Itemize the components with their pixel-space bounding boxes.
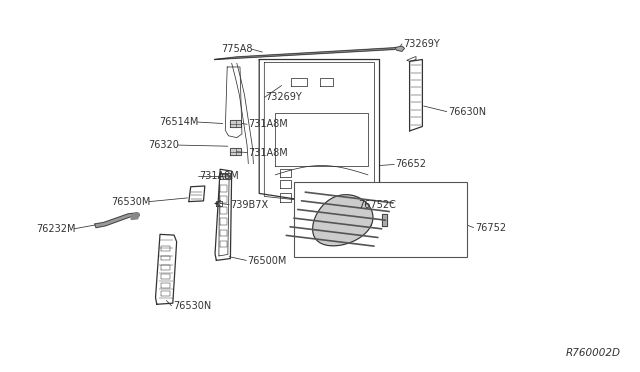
Polygon shape <box>220 173 230 179</box>
Text: 76232M: 76232M <box>36 224 76 234</box>
Text: 731A8M: 731A8M <box>200 171 239 181</box>
Text: 73269Y: 73269Y <box>403 39 440 49</box>
Text: 76500M: 76500M <box>248 256 287 266</box>
Text: 76752: 76752 <box>475 223 506 232</box>
Polygon shape <box>230 148 241 155</box>
Text: 73269Y: 73269Y <box>266 93 302 102</box>
Polygon shape <box>131 213 140 219</box>
Text: 731A8M: 731A8M <box>248 119 288 129</box>
Text: 76320: 76320 <box>148 140 179 150</box>
Text: 76514M: 76514M <box>159 117 198 127</box>
Text: 76652: 76652 <box>396 160 426 169</box>
Polygon shape <box>230 120 241 127</box>
Text: 76752C: 76752C <box>358 201 396 210</box>
Polygon shape <box>95 213 140 228</box>
Polygon shape <box>382 214 387 226</box>
Polygon shape <box>312 195 373 246</box>
Text: 76530N: 76530N <box>173 301 211 311</box>
Text: 76530M: 76530M <box>111 197 150 206</box>
Bar <box>294 182 467 257</box>
Polygon shape <box>214 48 400 60</box>
Text: R760002D: R760002D <box>566 348 621 358</box>
Text: 731A8M: 731A8M <box>248 148 288 157</box>
Text: 775A8: 775A8 <box>221 44 253 54</box>
Text: 739B7X: 739B7X <box>230 200 269 209</box>
Polygon shape <box>395 46 404 51</box>
Text: 76630N: 76630N <box>448 107 486 116</box>
